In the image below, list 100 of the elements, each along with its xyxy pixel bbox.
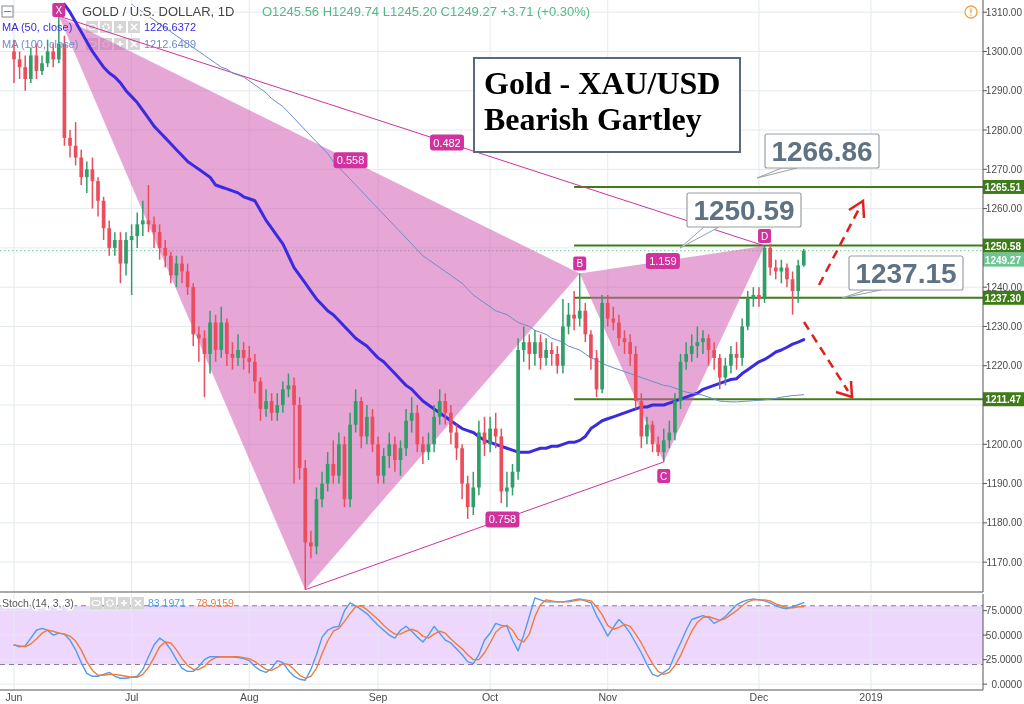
y-tick-label: 75.0000: [985, 605, 1023, 617]
candlestick: [712, 341, 716, 371]
y-tick-label: 1300.00: [985, 45, 1023, 57]
text: Gold - XAU/USD Bearish Gartley: [484, 65, 721, 137]
annotation: 1250.59: [693, 195, 795, 226]
candlestick: [437, 388, 442, 426]
ref-line-label: 1250.58: [984, 240, 1022, 252]
candlestick: [140, 199, 145, 237]
annotation: 0.558: [336, 154, 365, 167]
y-tick-label: 1180.00: [986, 517, 1023, 529]
y-tick-label: 1170.00: [986, 556, 1023, 568]
chart-subtitle: GOLD / U.S. DOLLAR, 1D: [82, 4, 235, 19]
candlestick: [253, 353, 257, 394]
candlestick: [605, 294, 610, 328]
ref-line-label: 1211.47: [985, 394, 1022, 406]
y-tick-label: 1240.00: [985, 281, 1023, 293]
candlestick: [353, 388, 358, 434]
candlestick: [493, 412, 498, 449]
candlestick: [689, 333, 694, 363]
candlestick: [163, 239, 168, 269]
y-tick-label: 1260.00: [985, 203, 1023, 215]
x-tick-label: Jun: [5, 691, 23, 703]
candlestick: [723, 357, 728, 387]
candlestick: [196, 325, 201, 363]
candlestick: [381, 447, 386, 485]
candlestick: [645, 416, 649, 446]
candlestick: [785, 262, 789, 288]
candlestick: [583, 302, 588, 343]
annotation: C: [660, 470, 668, 482]
candlestick: [667, 419, 672, 449]
candlestick: [40, 54, 44, 76]
candlestick: [84, 160, 89, 194]
candlestick: [247, 345, 252, 375]
candlestick: [112, 231, 117, 257]
candlestick: [729, 345, 733, 375]
candlestick: [589, 329, 593, 371]
ref-line-label: 1249.27: [984, 254, 1022, 266]
candlestick: [387, 431, 392, 469]
y-tick-label: 1310.00: [985, 6, 1023, 18]
candlestick: [684, 341, 688, 371]
candlestick: [152, 215, 156, 249]
candlestick: [577, 272, 582, 328]
candlestick: [107, 219, 112, 257]
annotation: 0.482: [433, 136, 461, 149]
candlestick: [236, 333, 240, 367]
candlestick: [68, 129, 72, 159]
candlestick: [617, 313, 621, 347]
candlestick: [264, 388, 268, 418]
x-tick-label: Aug: [239, 691, 259, 703]
candlestick: [269, 392, 274, 422]
candlestick: [281, 380, 285, 414]
annotation: O1245.56 H1249.74 L1245.20 C1249.27 +3.71 (+0.30%): [262, 4, 591, 19]
x-tick-label: Nov: [598, 691, 618, 703]
candlestick: [365, 404, 369, 446]
y-tick-label: 1230.00: [985, 320, 1023, 332]
candlestick: [79, 148, 84, 186]
candlestick: [325, 451, 330, 493]
candlestick: [393, 435, 397, 473]
candlestick: [768, 243, 772, 277]
candlestick: [656, 435, 660, 457]
candlestick: [717, 353, 722, 391]
candlestick: [449, 404, 453, 446]
x-tick-label: Oct: [481, 691, 499, 703]
candlestick: [572, 290, 576, 332]
candlestick: [521, 325, 526, 363]
y-tick-label: 25.0000: [985, 654, 1023, 666]
candlestick: [555, 345, 560, 375]
y-tick-label: 1270.00: [985, 163, 1023, 175]
candlestick: [757, 286, 761, 308]
annotation: 0.758: [488, 513, 517, 526]
annotation: X: [55, 5, 63, 16]
candlestick: [168, 251, 173, 284]
candlestick: [23, 54, 28, 92]
x-tick-label: Jul: [124, 691, 139, 703]
candlestick: [331, 439, 336, 485]
annotation: B: [576, 258, 584, 270]
y-tick-label: 1220.00: [985, 360, 1023, 372]
ref-line-label: 1265.51: [984, 181, 1022, 193]
candlestick: [628, 333, 632, 367]
candlestick: [96, 176, 100, 218]
candlestick: [661, 427, 666, 463]
x-tick-label: Dec: [749, 691, 769, 703]
candlestick: [409, 396, 414, 434]
candlestick: [135, 211, 140, 249]
annotation: D: [760, 230, 769, 242]
y-tick-label: 1200.00: [985, 438, 1023, 450]
candlestick: [695, 325, 700, 359]
y-tick-label: 1290.00: [985, 85, 1023, 97]
candlestick: [180, 254, 184, 284]
y-tick-label: 1190.00: [986, 478, 1023, 490]
y-tick-label: 50.0000: [985, 629, 1023, 641]
candlestick: [701, 329, 705, 355]
y-tick-label: 1280.00: [985, 124, 1023, 136]
candlestick: [549, 341, 554, 367]
y-tick-label: 0.0000: [991, 678, 1023, 690]
candlestick: [465, 474, 470, 520]
annotation: 1237.15: [855, 258, 957, 289]
ref-line-label: 1237.30: [984, 292, 1022, 304]
candlestick: [320, 471, 324, 508]
annotation: 1266.86: [771, 136, 873, 167]
